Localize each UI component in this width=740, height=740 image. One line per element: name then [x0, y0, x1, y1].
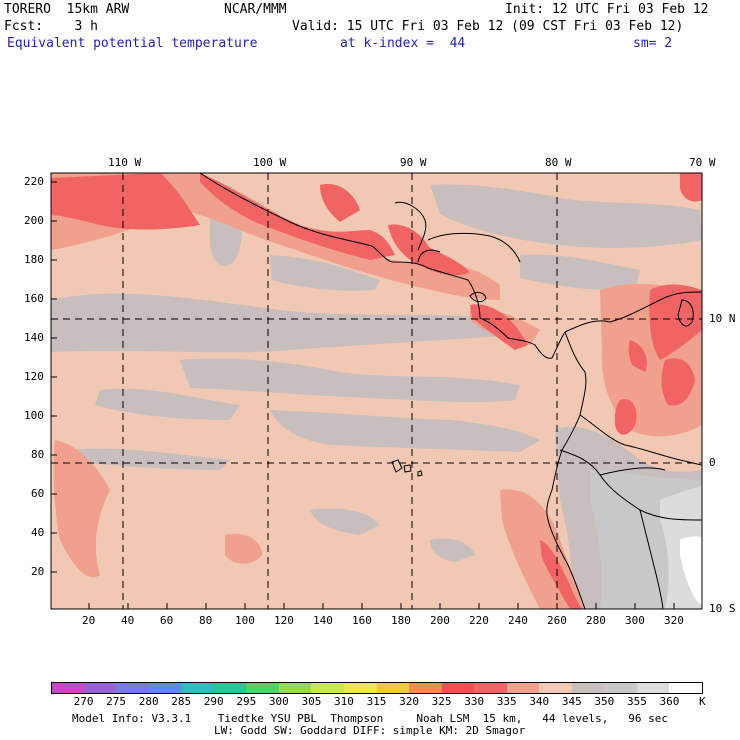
colorbar-label: 335 [496, 695, 517, 708]
colorbar-label: 285 [171, 695, 192, 708]
y-tick-label: 40 [31, 526, 45, 539]
y-tick-label: 220 [24, 175, 44, 188]
x-tick-label: 300 [625, 614, 645, 627]
x-tick-label: 260 [547, 614, 567, 627]
x-tick-label: 40 [121, 614, 135, 627]
lon-label-90w: 90 W [400, 156, 427, 169]
y-tick-label: 140 [24, 331, 44, 344]
y-tick-label: 160 [24, 292, 44, 305]
colorbar-label: 350 [594, 695, 615, 708]
colorbar-swatch [604, 682, 638, 694]
field-name: Equivalent potential temperature [7, 36, 258, 51]
x-tick-label: 120 [274, 614, 294, 627]
colorbar-swatch [474, 682, 508, 694]
colorbar-swatch [83, 682, 117, 694]
colorbar-swatch [506, 682, 540, 694]
colorbar-label: 345 [561, 695, 582, 708]
colorbar-label: 360 [659, 695, 680, 708]
colorbar-swatch [51, 682, 86, 694]
colorbar-swatch [376, 682, 410, 694]
plot-frame [50, 172, 703, 610]
colorbar-swatch [343, 682, 377, 694]
organization: NCAR/MMM [224, 2, 287, 17]
forecast-hour: Fcst: 3 h [4, 19, 98, 34]
lon-label-110w: 110 W [108, 156, 142, 169]
level-info: at k-index = 44 [340, 36, 466, 51]
map-plot-area [50, 172, 703, 610]
colorbar-swatch [246, 682, 280, 694]
lon-label-80w: 80 W [545, 156, 572, 169]
y-tick-label: 100 [24, 409, 44, 422]
coastlines [199, 172, 703, 610]
colorbar-swatch [116, 682, 150, 694]
x-tick-label: 140 [313, 614, 333, 627]
y-tick-label: 120 [24, 370, 44, 383]
x-tick-label: 320 [664, 614, 684, 627]
lon-label-100w: 100 W [253, 156, 287, 169]
colorbar-label: 275 [106, 695, 127, 708]
colorbar-label: 330 [464, 695, 485, 708]
lon-label-70w: 70 W [689, 156, 716, 169]
y-tick-label: 60 [31, 487, 45, 500]
x-tick-label: 180 [391, 614, 411, 627]
lat-label-equator: 0 [709, 456, 716, 469]
x-tick-label: 60 [160, 614, 174, 627]
model-info-line2: LW: Godd SW: Goddard DIFF: simple KM: 2D… [214, 724, 526, 737]
x-tick-label: 160 [352, 614, 372, 627]
colorbar-label: 290 [203, 695, 224, 708]
smoothing-info: sm= 2 [633, 36, 673, 51]
colorbar-swatch [571, 682, 605, 694]
colorbar-swatch [278, 682, 312, 694]
colorbar-swatch [213, 682, 247, 694]
colorbar-label: 325 [431, 695, 452, 708]
init-time: Init: 12 UTC Fri 03 Feb 12 [505, 2, 709, 17]
y-tick-label: 80 [31, 448, 45, 461]
x-tick-label: 280 [586, 614, 606, 627]
y-tick-label: 200 [24, 214, 44, 227]
x-tick-label: 20 [82, 614, 96, 627]
colorbar-swatch [148, 682, 182, 694]
white-regions [680, 536, 702, 605]
x-tick-label: 220 [469, 614, 489, 627]
x-tick-label: 80 [199, 614, 213, 627]
axis-ticks [51, 181, 675, 609]
lat-label-10n: 10 N [709, 312, 736, 325]
colorbar-swatch [409, 682, 443, 694]
colorbar-swatch [181, 682, 215, 694]
colorbar-swatch [311, 682, 345, 694]
x-tick-label: 200 [430, 614, 450, 627]
colorbar-label: 295 [236, 695, 257, 708]
y-tick-label: 180 [24, 253, 44, 266]
lat-label-10s: 10 S [709, 602, 736, 615]
colorbar-swatch [636, 682, 670, 694]
colorbar-swatch [669, 682, 704, 694]
colorbar-label: 300 [268, 695, 289, 708]
y-tick-label: 20 [31, 565, 45, 578]
colorbar-swatch [441, 682, 475, 694]
colorbar-label: 280 [138, 695, 159, 708]
colorbar-label: 320 [399, 695, 419, 708]
valid-time: Valid: 15 UTC Fri 03 Feb 12 (09 CST Fri … [292, 19, 684, 34]
colorbar-label: 355 [626, 695, 647, 708]
colorbar-unit: K [699, 695, 706, 708]
latlon-grid [51, 173, 702, 609]
x-tick-label: 100 [235, 614, 255, 627]
x-tick-label: 240 [508, 614, 528, 627]
colorbar-label: 340 [529, 695, 550, 708]
colorbar-label: 270 [73, 695, 94, 708]
colorbar-label: 305 [301, 695, 322, 708]
colorbar-label: 310 [334, 695, 354, 708]
model-name: TORERO 15km ARW [4, 2, 130, 17]
colorbar-swatch [539, 682, 573, 694]
model-info-line1: Model Info: V3.3.1 Tiedtke YSU PBL Thomp… [72, 712, 669, 725]
colorbar-label: 315 [366, 695, 387, 708]
